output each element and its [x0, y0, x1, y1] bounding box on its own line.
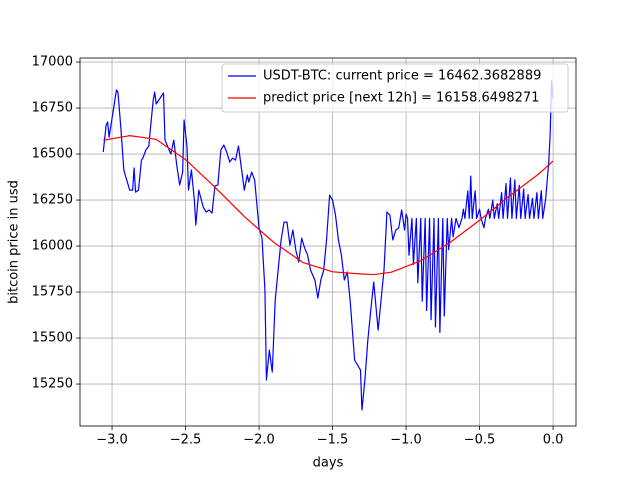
- x-tick-label: −2.0: [243, 433, 275, 448]
- plot-frame: [79, 57, 577, 427]
- y-tick-label: 16250: [32, 193, 73, 208]
- y-tick-label: 16500: [32, 147, 73, 162]
- x-tick-label: −3.0: [96, 433, 128, 448]
- data-line: [103, 135, 554, 276]
- x-tick-label: 0.0: [543, 433, 564, 448]
- x-tick-label: −1.5: [317, 433, 349, 448]
- data-line: [102, 79, 554, 411]
- y-tick-label: 16750: [32, 101, 73, 116]
- legend-box: [221, 63, 569, 113]
- x-tick-label: −2.5: [170, 433, 202, 448]
- y-tick-label: 17000: [32, 55, 73, 70]
- legend-label: predict price [next 12h] = 16158.6498271: [263, 91, 539, 106]
- legend: USDT-BTC: current price = 16462.3682889 p…: [221, 63, 569, 113]
- y-tick-label: 16000: [32, 239, 73, 254]
- y-tick-label: 15750: [32, 285, 73, 300]
- x-tick-label: −0.5: [464, 433, 496, 448]
- y-tick-label: 15250: [32, 377, 73, 392]
- x-tick-label: −1.0: [390, 433, 422, 448]
- y-axis-label: bitcoin price in usd: [7, 180, 22, 304]
- legend-label: USDT-BTC: current price = 16462.3682889: [263, 69, 541, 84]
- y-tick-label: 15500: [32, 331, 73, 346]
- x-axis-label: days: [313, 456, 344, 471]
